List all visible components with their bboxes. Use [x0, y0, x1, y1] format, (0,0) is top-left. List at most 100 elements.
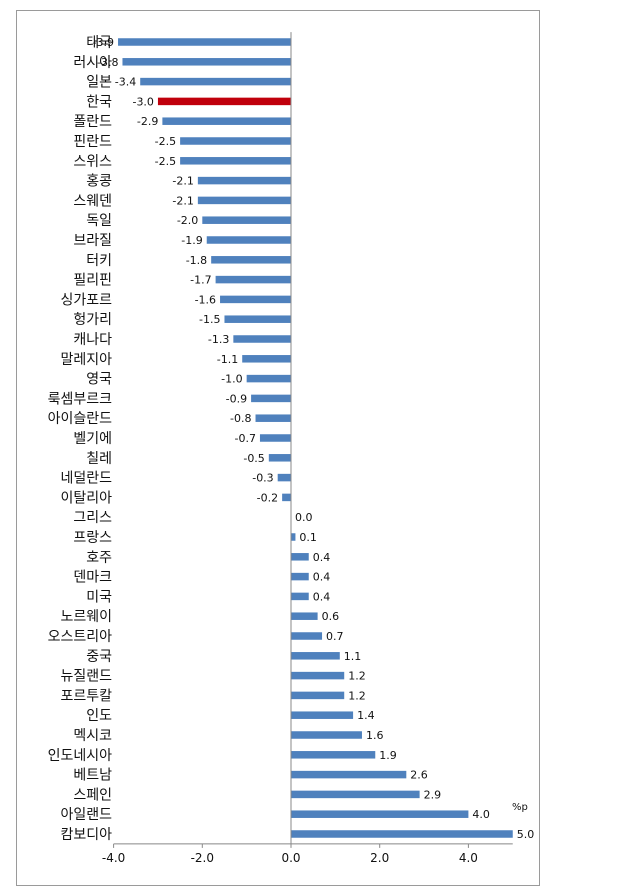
- category-label: 덴마크: [73, 570, 112, 586]
- bar: [215, 275, 291, 284]
- x-tick-label: -4.0: [102, 851, 125, 865]
- data-label: 5.0: [517, 828, 535, 841]
- bar: [197, 176, 291, 185]
- bar: [180, 137, 291, 145]
- category-label: 일본: [86, 75, 112, 91]
- data-label: -2.1: [172, 175, 193, 188]
- data-label: 0.0: [295, 511, 313, 524]
- category-label: 핀란드: [73, 134, 112, 150]
- bar: [291, 671, 345, 680]
- category-label: 아이슬란드: [48, 411, 113, 427]
- category-label: 스위스: [73, 154, 112, 170]
- category-label: 이탈리아: [60, 490, 112, 506]
- bar: [220, 295, 291, 304]
- bar: [291, 770, 407, 779]
- category-label: 노르웨이: [60, 609, 112, 625]
- category-label: 호주: [86, 550, 112, 566]
- data-label: -1.3: [208, 333, 229, 346]
- bar: [122, 58, 291, 66]
- category-label: 캄보디아: [60, 827, 112, 843]
- data-label: -2.5: [155, 135, 176, 148]
- data-label: -1.1: [217, 353, 238, 366]
- category-label: 말레지아: [60, 352, 112, 368]
- data-label: 2.6: [410, 769, 428, 782]
- bar: [291, 691, 345, 700]
- chart-frame: [16, 10, 540, 886]
- bar: [291, 751, 376, 759]
- bar: [282, 493, 291, 502]
- category-label: 싱가포르: [60, 292, 112, 308]
- category-label: 프랑스: [73, 530, 112, 546]
- data-label: -0.3: [252, 472, 273, 485]
- data-label: 0.4: [313, 551, 331, 564]
- category-label: 폴란드: [73, 114, 112, 130]
- bar: [202, 216, 291, 224]
- data-label: -0.2: [257, 491, 278, 504]
- bar: [291, 830, 513, 838]
- data-label: 2.9: [424, 788, 442, 801]
- bar: [246, 374, 291, 383]
- bar: [291, 553, 309, 561]
- data-label: -2.1: [172, 194, 193, 207]
- data-label: -1.9: [181, 234, 202, 247]
- x-tick-label: 2.0: [370, 851, 389, 865]
- bar: [140, 77, 291, 86]
- bar: [291, 572, 309, 581]
- data-label: 4.0: [472, 808, 490, 821]
- bar: [259, 434, 291, 442]
- value-labels-group: -3.9 -3.8 -3.4 -3.0 -2.9 -2.5 -2.5 -2.1 -2.1 -2.0…: [93, 36, 535, 841]
- x-tick-label: 0.0: [281, 851, 300, 865]
- category-label: 홍콩: [86, 174, 112, 190]
- data-label: 1.9: [379, 749, 397, 762]
- category-labels-group: 태국러시아일본한국폴란드핀란드스위스홍콩스웨덴독일브라질터키필리핀싱가포르헝가리…: [48, 35, 113, 843]
- bar: [291, 731, 362, 739]
- bar: [118, 38, 291, 46]
- bar: [197, 196, 291, 205]
- category-label: 태국: [86, 35, 112, 51]
- data-label: 1.4: [357, 709, 375, 722]
- data-label: -1.7: [190, 274, 211, 287]
- data-label: 0.6: [322, 610, 340, 623]
- category-label: 한국: [86, 94, 112, 110]
- bar: [224, 315, 291, 323]
- bar: [268, 454, 291, 462]
- bar: [233, 335, 291, 343]
- bar: [291, 810, 469, 818]
- bar: [291, 612, 318, 620]
- data-label: -1.5: [199, 313, 220, 326]
- bar: [291, 652, 340, 660]
- category-label: 베트남: [73, 768, 112, 784]
- bar: [251, 394, 291, 403]
- category-label: 멕시코: [73, 728, 112, 744]
- bar: [277, 473, 291, 482]
- data-label: 1.2: [348, 689, 366, 702]
- data-label: 0.4: [313, 590, 331, 603]
- data-label: -3.9: [93, 36, 114, 49]
- category-label: 네덜란드: [60, 471, 112, 487]
- data-label: -1.6: [195, 293, 216, 306]
- data-label: -0.5: [243, 452, 264, 465]
- category-label: 오스트리아: [48, 629, 113, 645]
- data-label: -2.9: [137, 115, 158, 128]
- x-tick-label: -2.0: [191, 851, 214, 865]
- data-label: -3.8: [97, 56, 118, 69]
- category-label: 헝가리: [73, 312, 112, 328]
- bar: [206, 236, 291, 244]
- category-label: 러시아: [73, 55, 112, 71]
- bar: [211, 256, 291, 264]
- data-label: 0.7: [326, 630, 344, 643]
- bars-group: [118, 38, 513, 838]
- category-label: 포르투칼: [60, 688, 112, 704]
- data-label: 0.1: [299, 531, 317, 544]
- bar: [291, 711, 354, 719]
- category-label: 미국: [86, 589, 112, 605]
- x-tick-label: 4.0: [459, 851, 478, 865]
- category-label: 벨기에: [73, 431, 112, 447]
- data-label: -1.8: [186, 254, 207, 267]
- bar: [291, 533, 296, 541]
- data-label: -2.0: [177, 214, 198, 227]
- category-label: 영국: [86, 372, 112, 388]
- bar: [242, 355, 291, 363]
- data-label: -1.0: [221, 373, 242, 386]
- category-label: 스웨덴: [73, 193, 112, 209]
